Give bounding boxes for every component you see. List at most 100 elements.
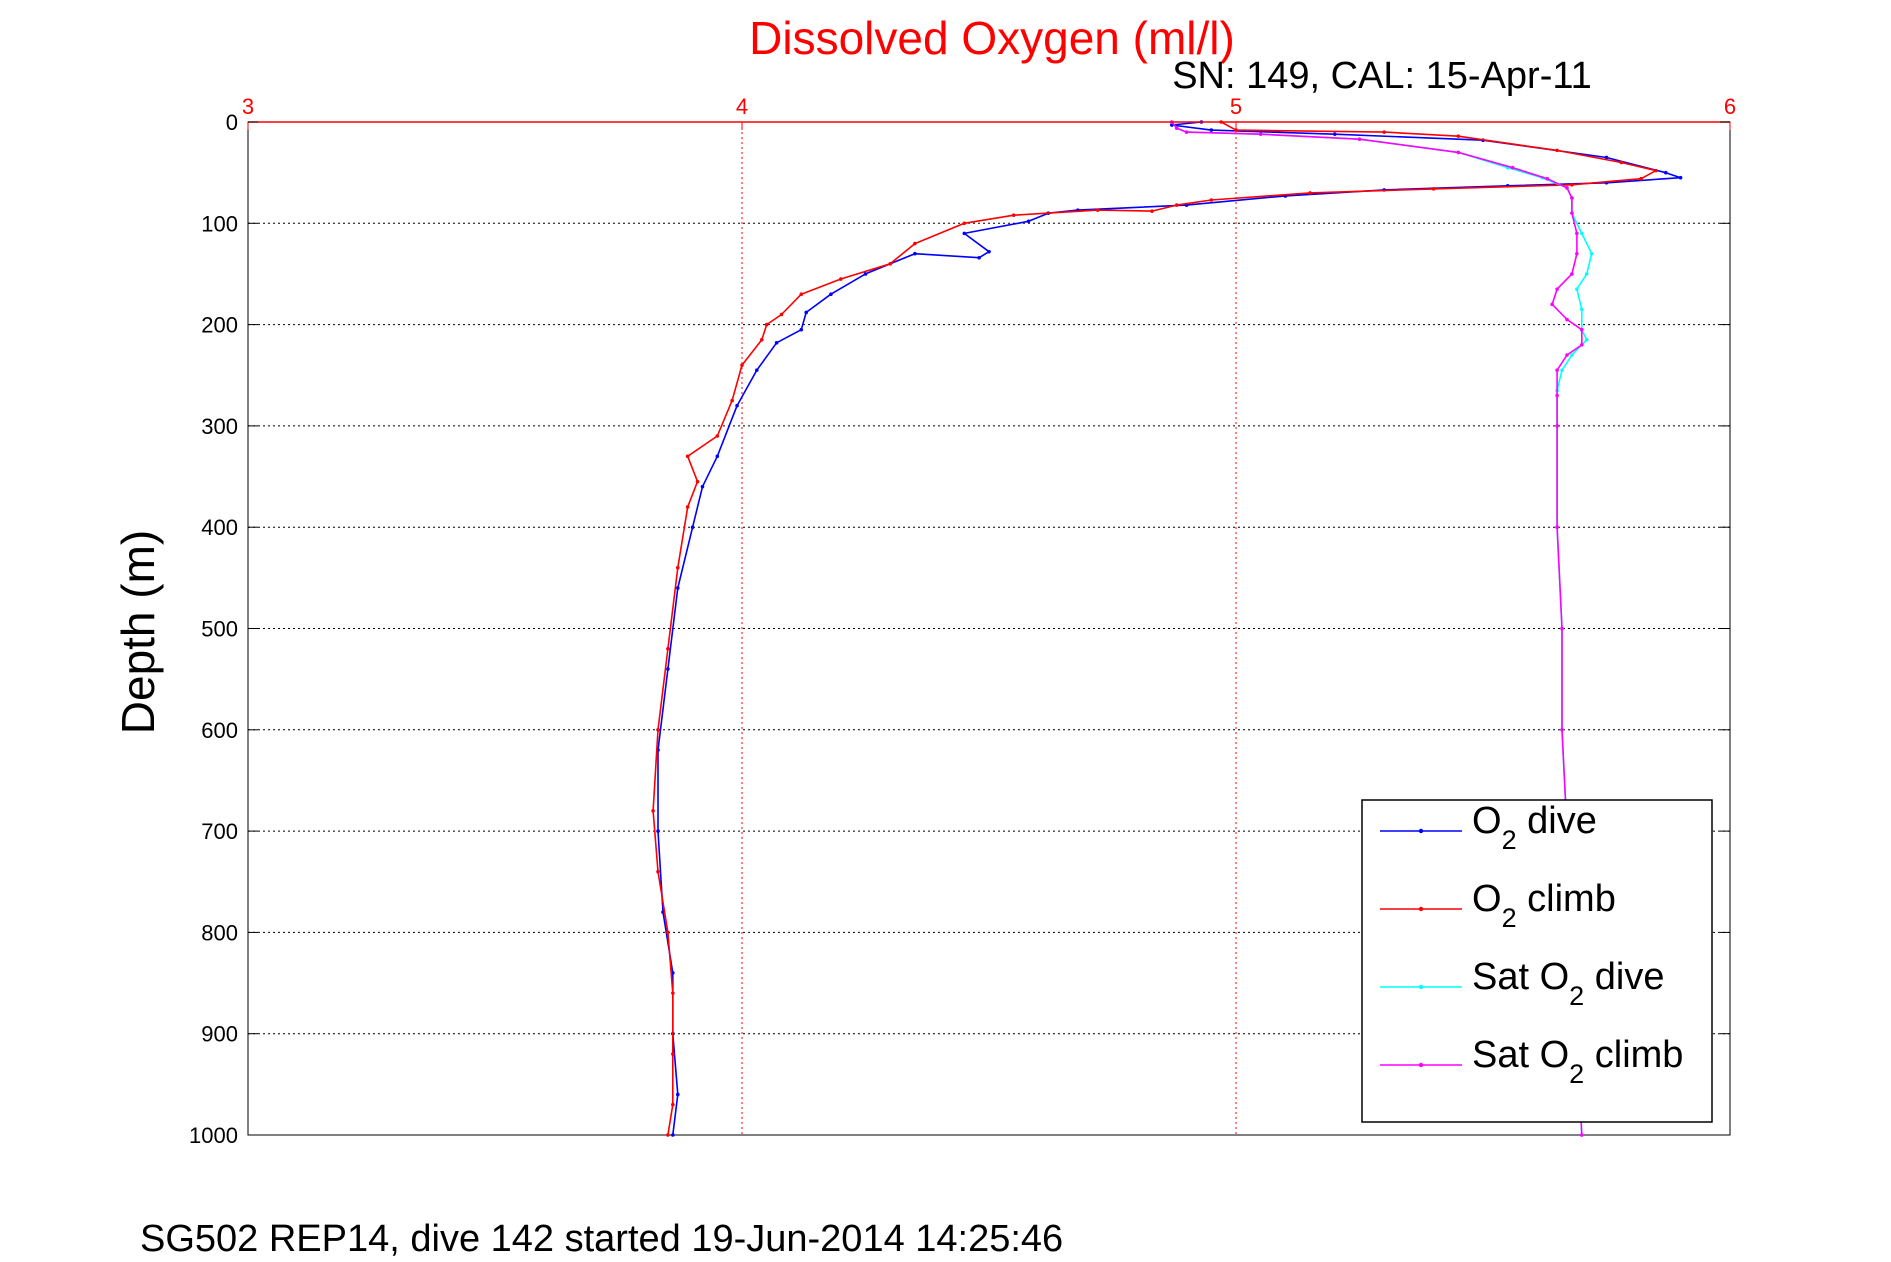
data-point bbox=[740, 363, 744, 367]
legend-label-main: Sat O bbox=[1472, 956, 1569, 998]
legend-label-main: Sat O bbox=[1472, 1034, 1569, 1076]
data-point bbox=[755, 368, 759, 372]
series-line-o2-climb bbox=[652, 121, 1657, 1136]
data-point bbox=[666, 1133, 670, 1137]
data-point bbox=[977, 255, 981, 260]
data-point bbox=[962, 231, 967, 236]
data-point bbox=[888, 262, 892, 266]
series-layer bbox=[651, 120, 1683, 1137]
chart-title: Dissolved Oxygen (ml/l) bbox=[749, 12, 1235, 64]
data-point bbox=[1580, 327, 1584, 332]
data-point bbox=[1560, 728, 1564, 732]
data-point bbox=[799, 292, 804, 297]
data-point bbox=[1308, 191, 1312, 195]
data-point bbox=[671, 991, 675, 995]
legend-label-subscript: 2 bbox=[1569, 981, 1584, 1011]
data-point bbox=[715, 454, 720, 459]
data-point bbox=[804, 310, 809, 315]
legend-entry-o2-dive: O2 dive bbox=[1380, 800, 1597, 855]
y-tick-label: 900 bbox=[201, 1022, 238, 1047]
legend-marker bbox=[1418, 984, 1424, 990]
data-point bbox=[1510, 165, 1515, 170]
legend-label-rest: dive bbox=[1517, 800, 1597, 842]
data-point bbox=[774, 341, 779, 345]
data-point bbox=[1565, 317, 1569, 322]
data-point bbox=[1258, 132, 1263, 136]
data-point bbox=[1570, 211, 1574, 215]
data-point bbox=[1026, 219, 1031, 224]
data-point bbox=[1654, 168, 1658, 173]
data-point bbox=[656, 829, 660, 833]
data-point bbox=[1580, 343, 1584, 347]
y-tick-label: 700 bbox=[201, 819, 238, 844]
legend-label: O2 dive bbox=[1472, 800, 1597, 855]
series-o2-climb bbox=[651, 120, 1658, 1137]
legend-label-rest: dive bbox=[1584, 956, 1664, 998]
data-point bbox=[1555, 368, 1559, 372]
data-point bbox=[715, 434, 720, 438]
x-tick-label: 3 bbox=[242, 94, 254, 119]
data-point bbox=[1545, 176, 1550, 181]
legend-label: Sat O2 climb bbox=[1472, 1034, 1683, 1089]
data-point bbox=[1456, 134, 1461, 138]
data-point bbox=[1619, 160, 1624, 165]
data-point bbox=[913, 251, 917, 256]
data-point bbox=[666, 646, 670, 651]
legend-label-subscript: 2 bbox=[1502, 903, 1517, 933]
y-tick-label: 200 bbox=[201, 313, 238, 338]
legend-label: O2 climb bbox=[1472, 878, 1616, 933]
y-tick-label: 0 bbox=[226, 110, 238, 135]
data-point bbox=[1580, 231, 1584, 236]
legend-marker bbox=[1418, 906, 1424, 912]
data-point bbox=[962, 221, 967, 226]
data-point bbox=[759, 337, 764, 342]
data-point bbox=[1604, 155, 1609, 160]
data-point bbox=[1550, 302, 1554, 307]
data-point bbox=[656, 728, 660, 732]
legend-marker bbox=[1418, 828, 1424, 834]
y-tick-label: 300 bbox=[201, 414, 238, 439]
x-tick-label: 5 bbox=[1230, 94, 1242, 119]
data-point bbox=[1174, 126, 1179, 130]
y-tick-label: 400 bbox=[201, 515, 238, 540]
data-point bbox=[1580, 307, 1584, 312]
legend-label: Sat O2 dive bbox=[1472, 956, 1664, 1011]
data-point bbox=[1555, 525, 1559, 529]
data-point bbox=[1174, 203, 1179, 207]
data-point bbox=[1431, 187, 1436, 191]
y-axis-label: Depth (m) bbox=[112, 530, 164, 734]
data-point bbox=[829, 292, 833, 297]
y-tick-label: 100 bbox=[201, 211, 238, 236]
data-point bbox=[1570, 196, 1574, 200]
legend-label-rest: climb bbox=[1517, 878, 1616, 920]
legend-label-subscript: 2 bbox=[1502, 825, 1517, 855]
data-point bbox=[799, 327, 804, 332]
data-point bbox=[1333, 132, 1337, 136]
chart-subtitle: SN: 149, CAL: 15-Apr-11 bbox=[1172, 55, 1592, 97]
data-point bbox=[839, 277, 843, 281]
legend-marker bbox=[1418, 1062, 1424, 1068]
data-point bbox=[987, 249, 991, 254]
data-point bbox=[1209, 128, 1214, 132]
y-axis-ticks: 0 100 200 300 400 500 600 700 800 900 1000 bbox=[189, 110, 1730, 1148]
data-point bbox=[675, 565, 680, 570]
data-point bbox=[695, 479, 700, 484]
data-point bbox=[685, 505, 690, 509]
data-point bbox=[671, 1052, 675, 1056]
data-point bbox=[1589, 251, 1594, 256]
dive-info-footer: SG502 REP14, dive 142 started 19-Jun-201… bbox=[140, 1218, 1063, 1260]
data-point bbox=[779, 312, 784, 317]
y-tick-label: 1000 bbox=[189, 1123, 238, 1148]
data-point bbox=[764, 322, 769, 327]
data-point bbox=[735, 403, 739, 408]
legend-label-rest: climb bbox=[1584, 1034, 1683, 1076]
data-point bbox=[1011, 213, 1016, 217]
data-point bbox=[656, 869, 660, 874]
data-point bbox=[1555, 287, 1559, 291]
data-point bbox=[863, 272, 868, 276]
y-tick-label: 800 bbox=[201, 920, 238, 945]
data-point bbox=[1560, 626, 1564, 631]
y-tick-label: 600 bbox=[201, 718, 238, 743]
